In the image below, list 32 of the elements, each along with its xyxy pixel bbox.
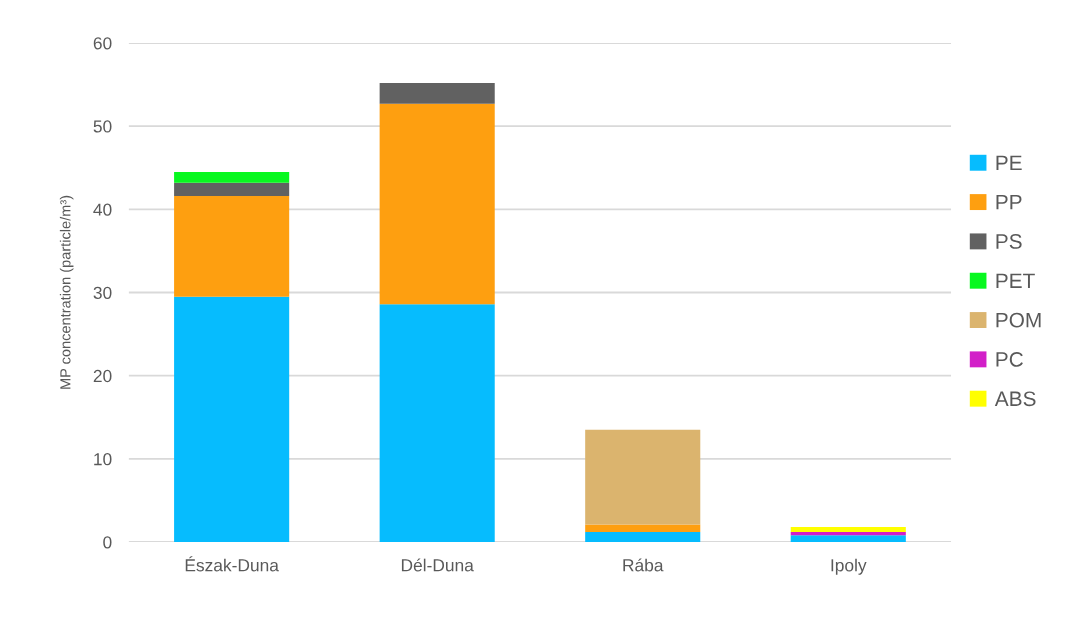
- y-tick-label: 50: [93, 120, 112, 133]
- x-tick-label: Dél-Duna: [401, 558, 474, 572]
- bar: [585, 429, 701, 525]
- y-tick-label: 20: [93, 369, 112, 383]
- bar: [585, 532, 701, 543]
- legend-label: ABS: [994, 391, 1036, 407]
- y-tick-label: 30: [93, 286, 112, 299]
- bar: [379, 82, 495, 104]
- bar: [174, 196, 290, 297]
- legend-label: PS: [996, 234, 1022, 249]
- legend-label: PET: [996, 273, 1035, 288]
- legend-label: POM: [996, 312, 1041, 328]
- y-axis-title: MP concentration (particle/m³): [59, 195, 74, 389]
- legend-label: PE: [996, 155, 1022, 170]
- y-tick-label: 10: [94, 453, 112, 466]
- x-tick-label: Rába: [623, 558, 664, 572]
- bar: [790, 535, 906, 543]
- x-tick-label: Ipoly: [831, 558, 867, 575]
- bar: [174, 171, 290, 183]
- x-tick-label: Észak-Duna: [185, 556, 279, 572]
- legend-label: PC: [996, 352, 1023, 367]
- y-tick-label: 60: [93, 37, 112, 50]
- legend-label: PP: [996, 194, 1022, 210]
- bar: [174, 296, 290, 543]
- bar: [790, 527, 906, 533]
- bar: [379, 103, 495, 305]
- bar: [790, 532, 906, 536]
- bar: [585, 524, 701, 533]
- bar: [379, 304, 495, 543]
- y-tick-label: 40: [93, 203, 112, 216]
- y-tick-label: 0: [103, 536, 112, 549]
- bar: [174, 182, 290, 197]
